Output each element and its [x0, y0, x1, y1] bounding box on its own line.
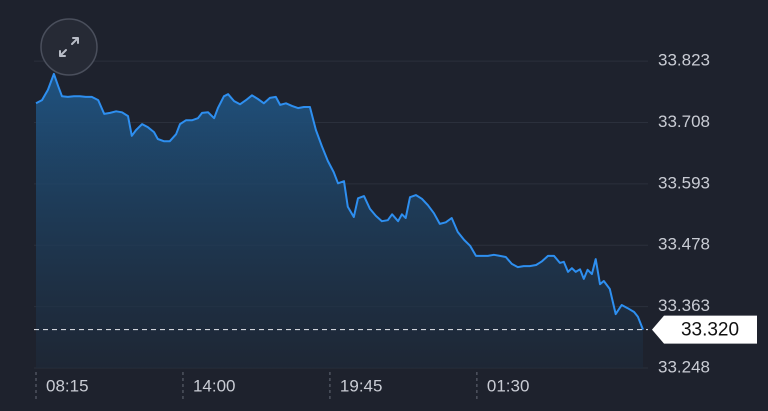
expand-button-circle	[40, 18, 98, 76]
y-tick-label: 33.593	[658, 173, 710, 192]
price-line	[35, 72, 644, 330]
y-tick-label: 33.478	[658, 235, 710, 254]
y-tick-label: 33.708	[658, 112, 710, 131]
current-price-label: 33.320	[681, 320, 739, 341]
area-fill	[36, 73, 643, 369]
x-tick-label: 01:30	[487, 376, 530, 395]
y-tick-label: 33.363	[658, 296, 710, 315]
x-tick-label: 14:00	[193, 376, 236, 395]
current-price-badge	[652, 315, 757, 344]
y-tick-label: 33.248	[658, 357, 710, 376]
x-tick-label: 08:15	[46, 376, 89, 395]
expand-icon	[59, 37, 79, 57]
x-tick-label: 19:45	[340, 376, 383, 395]
expand-button[interactable]	[40, 18, 98, 76]
y-tick-label: 33.823	[658, 51, 710, 70]
